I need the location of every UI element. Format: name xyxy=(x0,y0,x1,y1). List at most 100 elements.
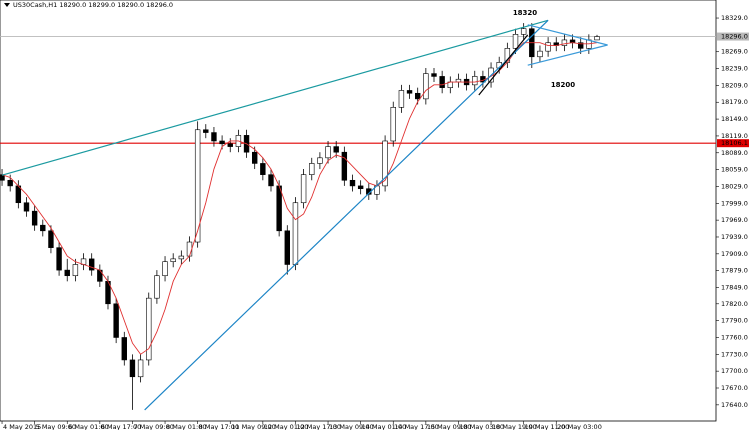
y-tick-label: 17909.0 xyxy=(721,250,748,258)
candle-body xyxy=(284,230,290,265)
candle-body xyxy=(137,359,144,378)
candle-body xyxy=(40,224,46,232)
annotation: 18200 xyxy=(551,81,575,89)
candle-body xyxy=(594,36,600,41)
x-tick-label: 4 May 2015 xyxy=(3,423,41,430)
candle-body xyxy=(537,50,543,58)
candle-body xyxy=(300,174,307,204)
candle-body xyxy=(423,73,429,100)
x-tick-label: 19 May 11:00 xyxy=(525,423,570,430)
price-label: 18296.0 xyxy=(721,33,748,41)
candle-body xyxy=(31,210,38,226)
y-tick-label: 17939.0 xyxy=(721,233,748,241)
trend-line xyxy=(478,34,529,96)
trend-line xyxy=(527,44,608,66)
candle-body xyxy=(398,90,405,108)
candle-body xyxy=(406,90,413,94)
candle-body xyxy=(227,143,233,147)
x-tick-label: 14 May 17:00 xyxy=(394,423,439,430)
x-tick-label: 8 May 01:00 xyxy=(166,423,206,430)
y-tick-label: 18239.0 xyxy=(721,65,748,73)
candle-body xyxy=(268,174,274,187)
y-tick-label: 18209.0 xyxy=(721,81,748,89)
x-tick-label: 18 May 03:00 xyxy=(459,423,504,430)
x-tick-label: 8 May 17:00 xyxy=(199,423,239,430)
x-tick-label: 5 May 09:00 xyxy=(36,423,76,430)
y-tick-label: 17700.0 xyxy=(721,367,748,375)
candle-body xyxy=(431,73,437,77)
candle-body xyxy=(129,359,136,378)
price-label-box xyxy=(717,139,749,148)
candle-body xyxy=(48,230,54,248)
candle-body xyxy=(170,258,176,262)
candle-body xyxy=(186,241,193,257)
candle-body xyxy=(472,76,478,86)
candle-body xyxy=(512,34,519,49)
candle-body xyxy=(439,76,445,88)
x-tick-label: 20 May 03:00 xyxy=(557,423,602,430)
candle-body xyxy=(341,151,348,181)
candle-body xyxy=(146,297,152,361)
y-tick-label: 18089.0 xyxy=(721,149,748,157)
y-tick-label: 18149.0 xyxy=(721,115,748,123)
trend-line xyxy=(144,19,549,411)
candle-body xyxy=(382,140,388,187)
y-tick-label: 17790.0 xyxy=(721,317,748,325)
y-tick-label: 17969.0 xyxy=(721,216,748,224)
candle-body xyxy=(162,261,168,277)
y-tick-label: 18329.0 xyxy=(721,14,748,22)
candle-body xyxy=(309,163,315,175)
y-tick-label: 17879.0 xyxy=(721,267,748,275)
y-tick-label: 18119.0 xyxy=(721,132,748,140)
candle-body xyxy=(211,132,217,142)
candle-body xyxy=(276,185,282,232)
chart-title: US30Cash,H1 18290.0 18299.0 18290.0 1829… xyxy=(13,1,173,9)
x-tick-label: 6 May 01:00 xyxy=(68,423,108,430)
x-tick-label: 12 May 01:00 xyxy=(264,423,309,430)
candle-body xyxy=(357,185,364,190)
candle-body xyxy=(154,275,160,299)
y-tick-label: 17670.0 xyxy=(721,384,748,392)
y-tick-label: 17999.0 xyxy=(721,199,748,207)
price-label-box xyxy=(717,32,749,41)
price-label: 18106.1 xyxy=(721,139,748,147)
candle-body xyxy=(72,264,79,277)
y-tick-label: 18059.0 xyxy=(721,166,748,174)
x-tick-label: 14 May 01:00 xyxy=(362,423,407,430)
y-tick-label: 17820.0 xyxy=(721,300,748,308)
candle-body xyxy=(113,303,119,338)
candle-body xyxy=(292,202,299,265)
candle-body xyxy=(317,157,323,164)
candle-body xyxy=(194,129,201,243)
candle-body xyxy=(121,337,127,361)
x-tick-label: 7 May 09:00 xyxy=(133,423,173,430)
candle-body xyxy=(325,146,331,159)
trend-line xyxy=(1,19,549,176)
candle-body xyxy=(578,42,584,49)
y-tick-label: 17760.0 xyxy=(721,333,748,341)
menu-icon xyxy=(4,3,10,7)
plot-frame xyxy=(0,0,717,422)
candle-body xyxy=(23,202,30,212)
candle-body xyxy=(349,179,356,187)
x-tick-label: 11 May 09:00 xyxy=(231,423,276,430)
y-tick-label: 17730.0 xyxy=(721,350,748,358)
candle-body xyxy=(520,28,527,35)
candle-body xyxy=(561,39,568,46)
x-tick-label: 13 May 09:00 xyxy=(329,423,374,430)
candle-body xyxy=(390,106,396,142)
candle-body xyxy=(545,42,551,52)
candle-body xyxy=(333,146,339,153)
y-tick-label: 18269.0 xyxy=(721,48,748,56)
x-tick-label: 12 May 17:00 xyxy=(296,423,341,430)
candle-body xyxy=(251,151,258,164)
trend-line xyxy=(527,24,608,46)
y-tick-label: 17640.0 xyxy=(721,401,748,409)
candle-body xyxy=(203,129,209,133)
candle-body xyxy=(7,179,13,187)
candle-body xyxy=(56,247,62,271)
candle-body xyxy=(15,185,22,204)
candle-body xyxy=(415,92,421,100)
